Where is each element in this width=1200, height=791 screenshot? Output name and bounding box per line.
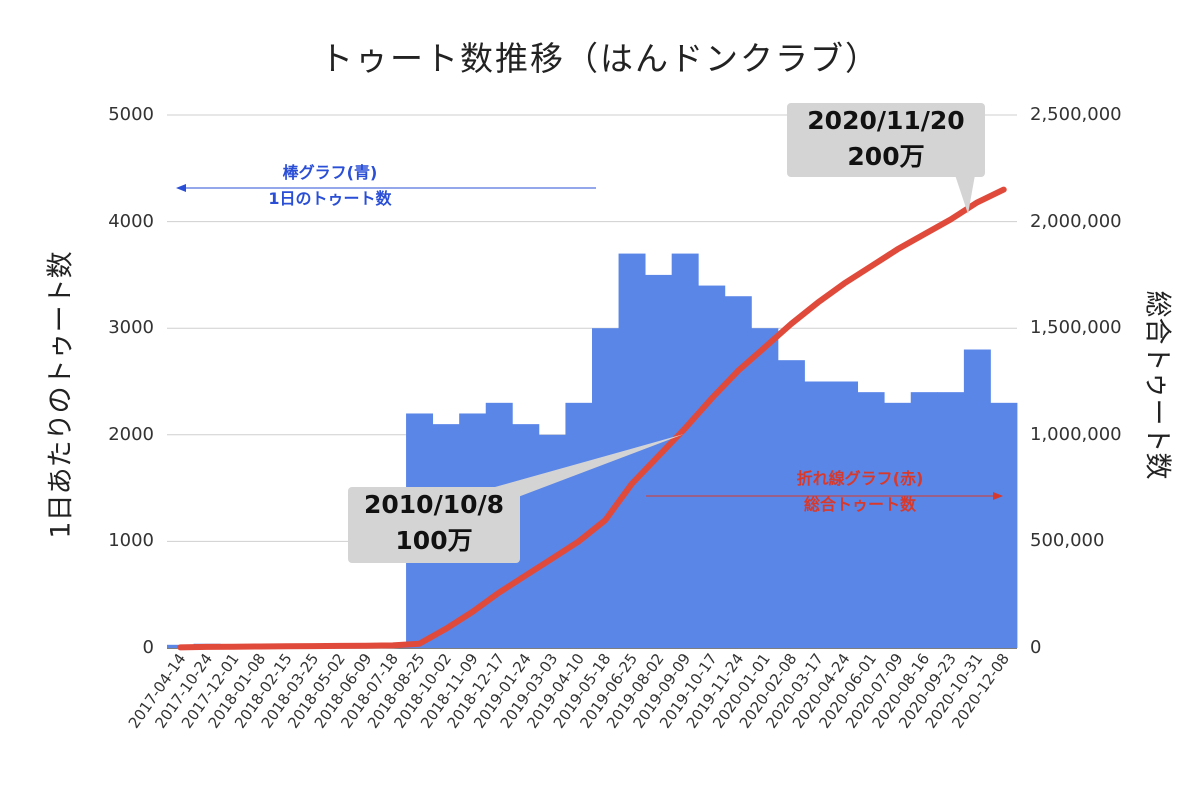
bar	[857, 392, 885, 648]
left-tick-label: 4000	[108, 210, 154, 232]
right-tick-label: 1,500,000	[1030, 317, 1122, 339]
callout-1m-date: 2010/10/8	[363, 490, 505, 519]
callout-2m: 2020/11/20 200万	[787, 103, 985, 175]
callout-2m-date: 2020/11/20	[807, 106, 965, 135]
callout-2m-box	[787, 103, 985, 177]
bar	[671, 253, 699, 648]
left-tick-label: 2000	[108, 423, 154, 445]
bar-legend-line2: 1日のトゥート数	[268, 189, 392, 208]
callout-2m-value: 200万	[847, 142, 925, 171]
left-tick-label: 3000	[108, 317, 154, 339]
bar-legend-annotation: 棒グラフ(青) 1日のトゥート数	[230, 160, 430, 212]
bar	[884, 402, 912, 648]
bar	[724, 296, 752, 648]
callout-1m-value: 100万	[395, 526, 473, 555]
bar	[937, 392, 965, 648]
bar-legend-arrowhead	[176, 184, 186, 192]
line-legend-arrowhead	[993, 492, 1003, 500]
bar	[777, 360, 805, 648]
right-tick-label: 1,000,000	[1030, 423, 1122, 445]
bar	[990, 402, 1018, 648]
total-line	[177, 186, 1007, 651]
left-tick-label: 1000	[108, 530, 154, 552]
bar	[804, 381, 832, 648]
callout-1m: 2010/10/8 100万	[348, 487, 520, 559]
bar-legend-line1: 棒グラフ(青)	[282, 163, 378, 182]
left-tick-label: 0	[142, 637, 154, 658]
callout-1m-pointer	[495, 434, 684, 500]
bar	[538, 434, 566, 648]
line-legend-annotation: 折れ線グラフ(赤) 総合トゥート数	[740, 466, 980, 518]
bar	[698, 285, 726, 648]
bar	[565, 402, 593, 648]
callout-1m-box	[348, 487, 520, 563]
bar	[592, 328, 619, 648]
right-tick-label: 0	[1030, 637, 1042, 658]
bar	[963, 349, 991, 648]
bar	[751, 328, 779, 648]
right-tick-label: 2,000,000	[1030, 210, 1122, 232]
right-tick-label: 2,500,000	[1030, 104, 1122, 125]
callout-2m-pointer	[955, 175, 975, 214]
bar	[831, 381, 859, 648]
line-legend-line2: 総合トゥート数	[803, 495, 916, 514]
chart-title: トゥート数推移（はんドンクラブ）	[320, 39, 880, 78]
line-legend-line1: 折れ線グラフ(赤)	[796, 469, 924, 488]
right-tick-label: 500,000	[1030, 530, 1105, 552]
left-tick-label: 5000	[108, 104, 154, 125]
bar	[910, 392, 938, 648]
